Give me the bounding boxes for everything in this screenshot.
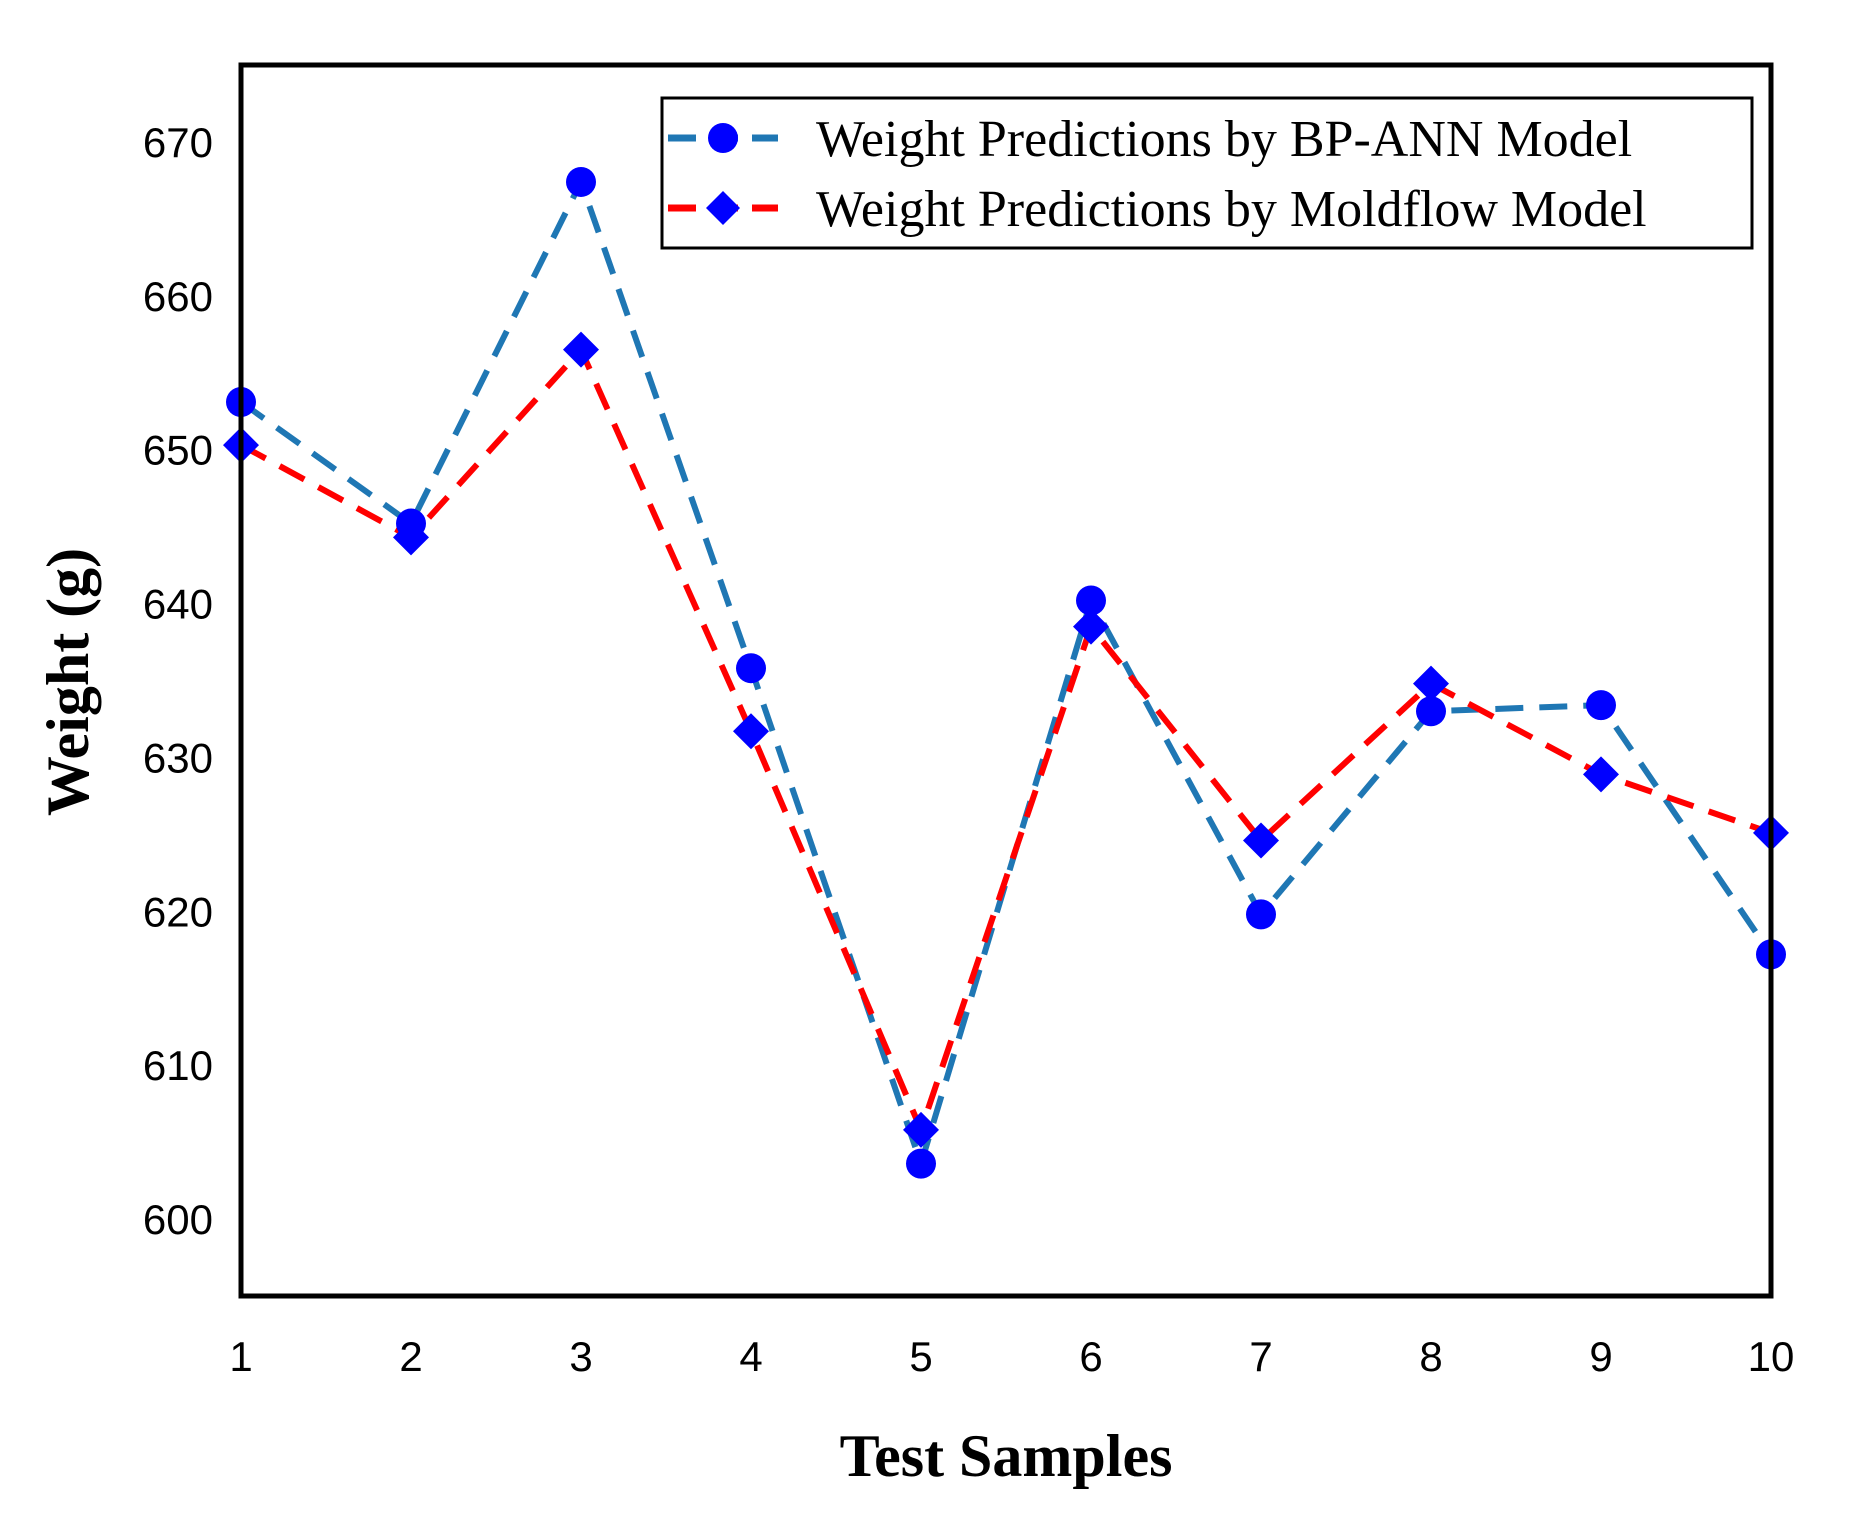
legend-box [660,96,1754,250]
legend-marker-moldflow [706,191,740,225]
y-tick-label: 630 [143,734,213,781]
data-point-moldflow [563,331,599,368]
data-point-moldflow [1243,822,1279,859]
data-point-moldflow [903,1111,939,1148]
x-tick-label: 7 [1249,1333,1272,1380]
x-axis-ticks: 1 2 3 4 5 6 7 8 9 10 [229,1333,1794,1380]
data-point-bp-ann [1246,899,1276,930]
y-tick-label: 620 [143,888,213,935]
series-line-moldflow [239,346,1772,1133]
data-point-bp-ann [1076,585,1106,616]
y-axis-ticks: 600 610 620 630 640 650 660 670 [143,119,213,1243]
x-tick-label: 2 [399,1333,422,1380]
x-tick-label: 9 [1589,1333,1612,1380]
data-point-bp-ann [1416,696,1446,727]
series-line-bp-ann [239,178,1774,1167]
y-tick-label: 670 [143,119,213,166]
x-tick-label: 10 [1748,1333,1795,1380]
x-axis-title: Test Samples [840,1423,1173,1489]
data-point-moldflow [733,713,769,750]
x-tick-label: 3 [569,1333,592,1380]
legend-marker-bp-ann [708,123,738,153]
data-point-moldflow [1413,665,1449,702]
legend-label-moldflow: Weight Predictions by Moldflow Model [816,181,1647,238]
legend-label-bp-ann: Weight Predictions by BP-ANN Model [816,111,1632,168]
y-tick-label: 660 [143,273,213,320]
y-axis-title: Weight (g) [35,548,101,816]
data-point-moldflow [393,519,429,556]
y-tick-label: 610 [143,1042,213,1089]
y-tick-label: 600 [143,1196,213,1243]
x-tick-label: 6 [1079,1333,1102,1380]
x-tick-label: 8 [1419,1333,1442,1380]
y-tick-label: 640 [143,581,213,628]
series-layer [223,166,1789,1179]
data-point-bp-ann [736,653,766,684]
data-point-moldflow [1583,756,1619,793]
plot-area-frame [238,62,1774,1299]
data-point-bp-ann [1586,690,1616,721]
y-tick-label: 650 [143,427,213,474]
x-tick-label: 5 [909,1333,932,1380]
x-tick-label: 1 [229,1333,252,1380]
data-point-bp-ann [566,166,596,197]
x-tick-label: 4 [739,1333,762,1380]
data-point-bp-ann [906,1148,936,1179]
data-point-moldflow [1073,608,1109,645]
legend: Weight Predictions by BP-ANN Model Weigh… [660,96,1754,250]
